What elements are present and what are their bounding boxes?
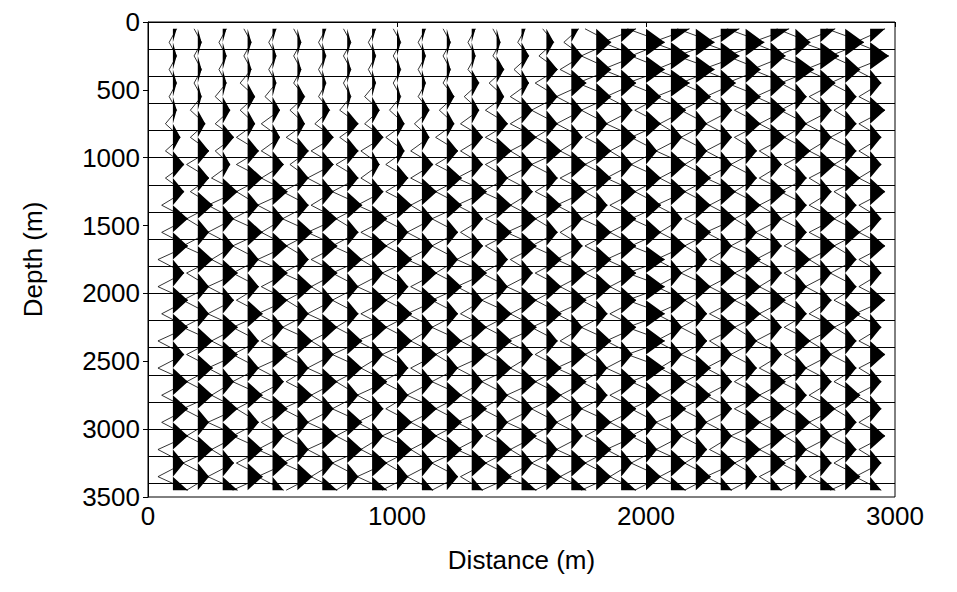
svg-text:2500: 2500	[82, 346, 140, 376]
svg-text:Distance (m): Distance (m)	[448, 545, 595, 575]
svg-text:3000: 3000	[82, 414, 140, 444]
svg-text:0: 0	[126, 7, 140, 37]
svg-text:1500: 1500	[82, 211, 140, 241]
svg-text:3000: 3000	[866, 501, 924, 531]
svg-text:0: 0	[141, 501, 155, 531]
svg-text:3500: 3500	[82, 482, 140, 512]
svg-text:2000: 2000	[82, 278, 140, 308]
svg-text:500: 500	[97, 75, 140, 105]
svg-text:Depth (m): Depth (m)	[18, 202, 48, 318]
svg-text:1000: 1000	[368, 501, 426, 531]
svg-text:1000: 1000	[82, 143, 140, 173]
svg-text:2000: 2000	[617, 501, 675, 531]
